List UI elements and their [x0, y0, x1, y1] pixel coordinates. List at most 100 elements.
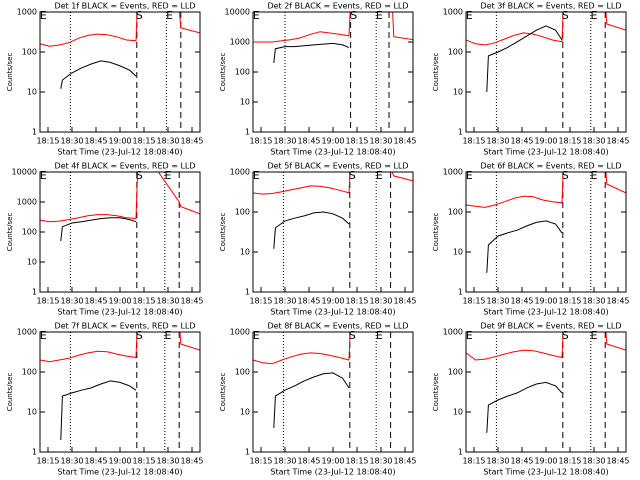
x-tick-label: 18:45 — [510, 297, 533, 306]
y-tick-label: 1000 — [230, 38, 250, 47]
x-tick-label: 18:15 — [132, 297, 155, 306]
annotation: S — [136, 169, 143, 182]
panel: Det 4f BLACK = Events, RED = LLD Start Ti… — [6, 162, 204, 317]
y-tick-label: 1 — [245, 128, 250, 137]
y-tick-label: 10 — [27, 408, 37, 417]
annotation: E — [591, 329, 598, 342]
panel-title: Det 5f BLACK = Events, RED = LLD — [267, 162, 408, 171]
series-line — [273, 211, 350, 249]
x-tick-label: 18:45 — [606, 297, 629, 306]
y-axis-label: Counts/sec — [219, 373, 227, 412]
x-tick-label: 18:45 — [606, 457, 629, 466]
y-tick-label: 100 — [448, 368, 463, 377]
annotation: E — [40, 169, 47, 182]
annotation: E — [591, 9, 598, 22]
x-tick-label: 19:00 — [108, 137, 131, 146]
y-tick-label: 100 — [235, 68, 250, 77]
y-tick-label: 100 — [22, 48, 37, 57]
annotation: E — [165, 169, 172, 182]
series-line — [40, 12, 200, 47]
x-tick-label: 18:15 — [132, 457, 155, 466]
x-tick-label: 18:15 — [462, 457, 485, 466]
y-axis-label: Counts/sec — [432, 53, 440, 92]
panel: Det 2f BLACK = Events, RED = LLD Start Ti… — [219, 2, 417, 157]
panel-title: Det 1f BLACK = Events, RED = LLD — [54, 2, 195, 11]
x-tick-label: 18:30 — [582, 137, 605, 146]
series-line — [60, 217, 137, 242]
x-tick-label: 19:00 — [534, 297, 557, 306]
y-axis-label: Counts/sec — [6, 53, 14, 92]
x-tick-label: 18:15 — [558, 297, 581, 306]
series-line — [60, 380, 137, 441]
x-tick-label: 18:15 — [249, 297, 272, 306]
annotation: E — [376, 169, 383, 182]
series-line — [466, 332, 626, 361]
panel: Det 5f BLACK = Events, RED = LLD Start Ti… — [219, 162, 417, 317]
y-tick-label: 1000 — [17, 328, 37, 337]
x-axis-label: Start Time (23-Jul-12 18:08:40) — [483, 148, 608, 157]
x-tick-label: 18:15 — [345, 137, 368, 146]
x-axis-label: Start Time (23-Jul-12 18:08:40) — [57, 308, 182, 317]
y-tick-label: 1 — [32, 288, 37, 297]
x-tick-label: 18:15 — [132, 137, 155, 146]
x-tick-label: 18:45 — [393, 457, 416, 466]
x-axis-label: Start Time (23-Jul-12 18:08:40) — [270, 468, 395, 477]
y-tick-label: 10 — [453, 408, 463, 417]
x-tick-label: 18:30 — [486, 457, 509, 466]
x-tick-label: 18:30 — [582, 457, 605, 466]
annotation: S — [562, 9, 569, 22]
x-tick-label: 18:30 — [486, 137, 509, 146]
panel-title: Det 4f BLACK = Events, RED = LLD — [54, 162, 195, 171]
y-axis-label: Counts/sec — [432, 373, 440, 412]
panel: Det 6f BLACK = Events, RED = LLD Start Ti… — [432, 162, 630, 317]
annotation: E — [466, 9, 473, 22]
annotation: E — [466, 169, 473, 182]
annotation: S — [136, 329, 143, 342]
x-tick-label: 18:15 — [249, 457, 272, 466]
y-tick-label: 1000 — [230, 168, 250, 177]
series-line — [273, 372, 350, 428]
x-tick-label: 18:30 — [156, 297, 179, 306]
x-tick-label: 18:30 — [273, 137, 296, 146]
x-tick-label: 18:45 — [510, 457, 533, 466]
annotation: E — [253, 329, 260, 342]
series-line — [253, 332, 413, 365]
x-tick-label: 18:30 — [156, 457, 179, 466]
annotation: S — [349, 169, 356, 182]
y-tick-label: 10 — [240, 408, 250, 417]
x-tick-label: 19:00 — [108, 457, 131, 466]
x-tick-label: 19:00 — [534, 457, 557, 466]
x-axis-label: Start Time (23-Jul-12 18:08:40) — [270, 308, 395, 317]
plot-frame — [252, 171, 414, 293]
x-axis-label: Start Time (23-Jul-12 18:08:40) — [270, 148, 395, 157]
y-tick-label: 1 — [245, 448, 250, 457]
x-tick-label: 19:00 — [108, 297, 131, 306]
annotation: S — [562, 329, 569, 342]
x-tick-label: 18:15 — [462, 137, 485, 146]
annotation: E — [40, 9, 47, 22]
plot-frame — [39, 171, 201, 293]
x-tick-label: 19:00 — [321, 457, 344, 466]
panel-title: Det 9f BLACK = Events, RED = LLD — [480, 322, 621, 331]
annotation: S — [562, 169, 569, 182]
y-tick-label: 100 — [448, 208, 463, 217]
y-tick-label: 1 — [458, 288, 463, 297]
plot-frame — [465, 171, 627, 293]
x-tick-label: 18:45 — [606, 137, 629, 146]
x-tick-label: 18:15 — [345, 297, 368, 306]
annotation: E — [376, 9, 383, 22]
y-tick-label: 100 — [235, 368, 250, 377]
y-tick-label: 10 — [240, 248, 250, 257]
x-tick-label: 18:30 — [486, 297, 509, 306]
panel-title: Det 2f BLACK = Events, RED = LLD — [267, 2, 408, 11]
annotation: E — [376, 329, 383, 342]
x-tick-label: 19:00 — [321, 297, 344, 306]
panel: Det 1f BLACK = Events, RED = LLD Start Ti… — [6, 2, 204, 157]
plot-frame — [252, 331, 414, 453]
x-tick-label: 18:45 — [297, 297, 320, 306]
y-axis-label: Counts/sec — [6, 373, 14, 412]
y-tick-label: 1000 — [17, 198, 37, 207]
x-axis-label: Start Time (23-Jul-12 18:08:40) — [483, 468, 608, 477]
series-line — [60, 60, 137, 89]
